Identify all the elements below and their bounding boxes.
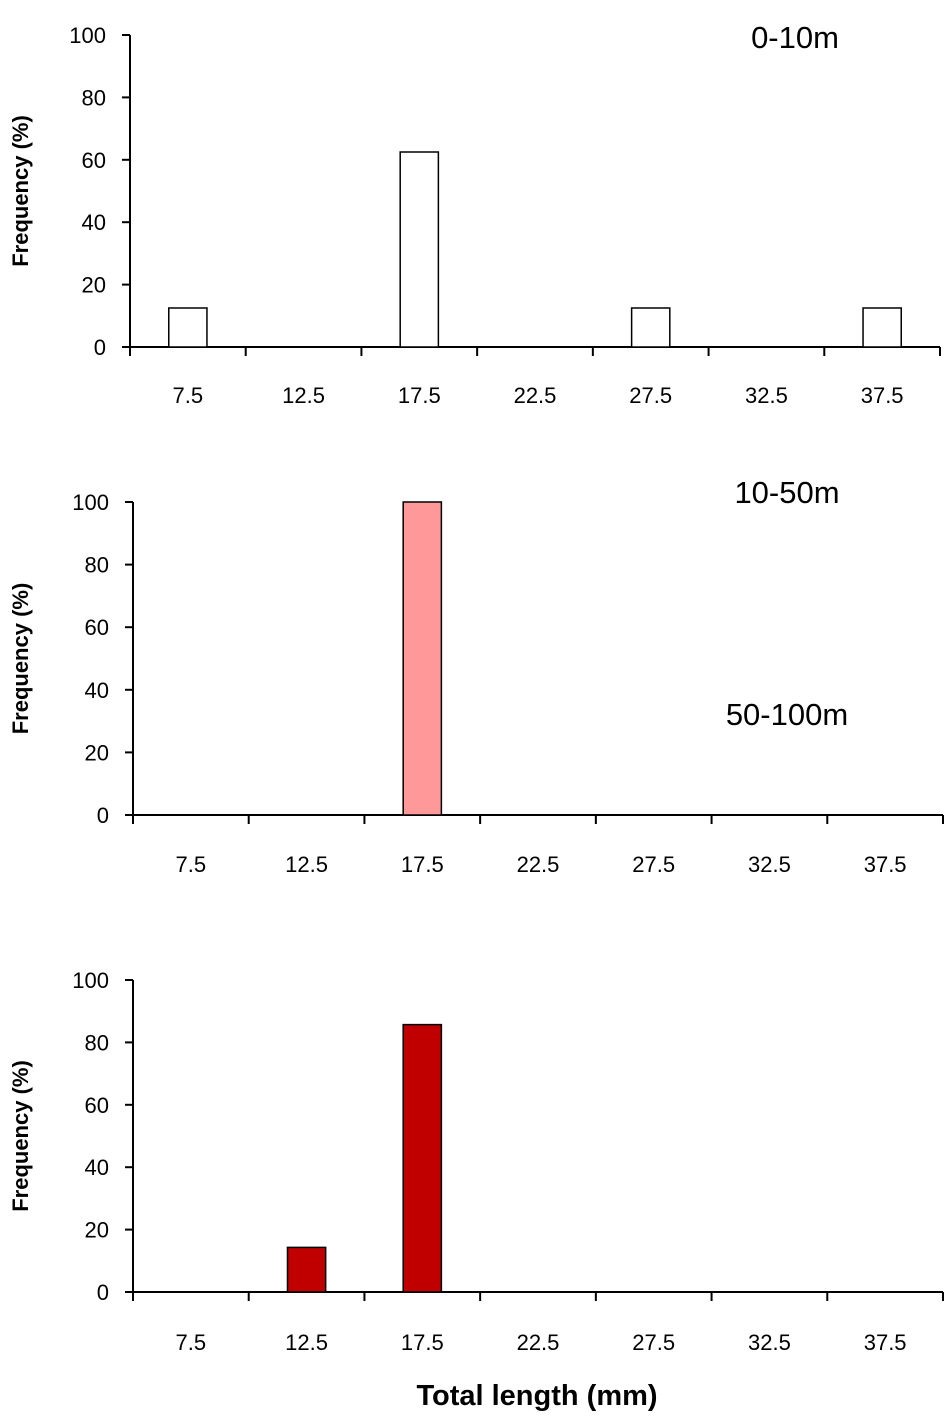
y-tick-label: 80 (82, 85, 106, 110)
panel-title: 50-100m (726, 697, 848, 732)
y-tick-label: 100 (72, 490, 109, 515)
panel-title: 10-50m (734, 475, 839, 510)
y-tick-label: 20 (85, 1218, 109, 1243)
x-tick-label: 12.5 (282, 383, 325, 408)
y-axis-label: Frequency (%) (8, 1060, 33, 1212)
x-tick-label: 32.5 (748, 852, 791, 877)
y-tick-label: 60 (82, 148, 106, 173)
x-tick-label: 22.5 (517, 1330, 560, 1355)
bar-17.5 (399, 151, 440, 348)
y-tick-label: 100 (72, 968, 109, 993)
x-tick-label: 37.5 (861, 383, 904, 408)
x-tick-label: 22.5 (517, 852, 560, 877)
y-tick-label: 0 (97, 1280, 109, 1305)
x-tick-label: 17.5 (401, 1330, 444, 1355)
bar-17.5 (402, 1023, 443, 1293)
y-tick-label: 80 (85, 553, 109, 578)
x-tick-label: 22.5 (514, 383, 557, 408)
x-tick-label: 7.5 (173, 383, 204, 408)
x-tick-label: 32.5 (748, 1330, 791, 1355)
x-tick-label: 12.5 (285, 852, 328, 877)
y-tick-label: 60 (85, 1093, 109, 1118)
x-tick-label: 32.5 (745, 383, 788, 408)
y-tick-label: 0 (97, 803, 109, 828)
panel-0-10m: 0 20 40 60 80 100 7.5 12.5 17.5 22.5 27.5 32.5 37.5 0… (8, 20, 941, 408)
bar-17.5 (402, 501, 443, 816)
panel-50-100m: 0 20 40 60 80 100 7.5 12.5 17.5 22.5 27.5 32.5 37.5 5… (8, 697, 944, 1355)
bar-27.5 (630, 307, 671, 348)
panel-10-50m: 0 20 40 60 80 100 7.5 12.5 17.5 22.5 27.5 32.5 37.5 1… (8, 475, 944, 877)
y-axis-label: Frequency (%) (8, 583, 33, 735)
x-tick-label: 37.5 (864, 1330, 907, 1355)
x-tick-label: 12.5 (285, 1330, 328, 1355)
bar-7.5 (168, 307, 208, 348)
bar-37.5 (862, 307, 902, 348)
x-tick-label: 17.5 (401, 852, 444, 877)
shared-x-axis-label: Total length (mm) (416, 1380, 657, 1412)
x-tick-label: 37.5 (864, 852, 907, 877)
bar-12.5 (286, 1246, 327, 1293)
y-tick-label: 100 (69, 23, 106, 48)
y-tick-label: 40 (82, 210, 106, 235)
x-tick-label: 17.5 (398, 383, 441, 408)
x-tick-label: 27.5 (632, 1330, 675, 1355)
y-tick-label: 20 (82, 273, 106, 298)
y-axis-label: Frequency (%) (8, 115, 33, 267)
x-tick-label: 7.5 (176, 852, 207, 877)
panel-title: 0-10m (751, 20, 839, 55)
x-tick-label: 27.5 (632, 852, 675, 877)
y-tick-label: 60 (85, 615, 109, 640)
y-tick-label: 80 (85, 1030, 109, 1055)
y-tick-label: 40 (85, 1155, 109, 1180)
x-tick-label: 7.5 (176, 1330, 207, 1355)
y-tick-label: 0 (94, 335, 106, 360)
y-tick-label: 20 (85, 740, 109, 765)
x-tick-label: 27.5 (629, 383, 672, 408)
y-tick-label: 40 (85, 678, 109, 703)
